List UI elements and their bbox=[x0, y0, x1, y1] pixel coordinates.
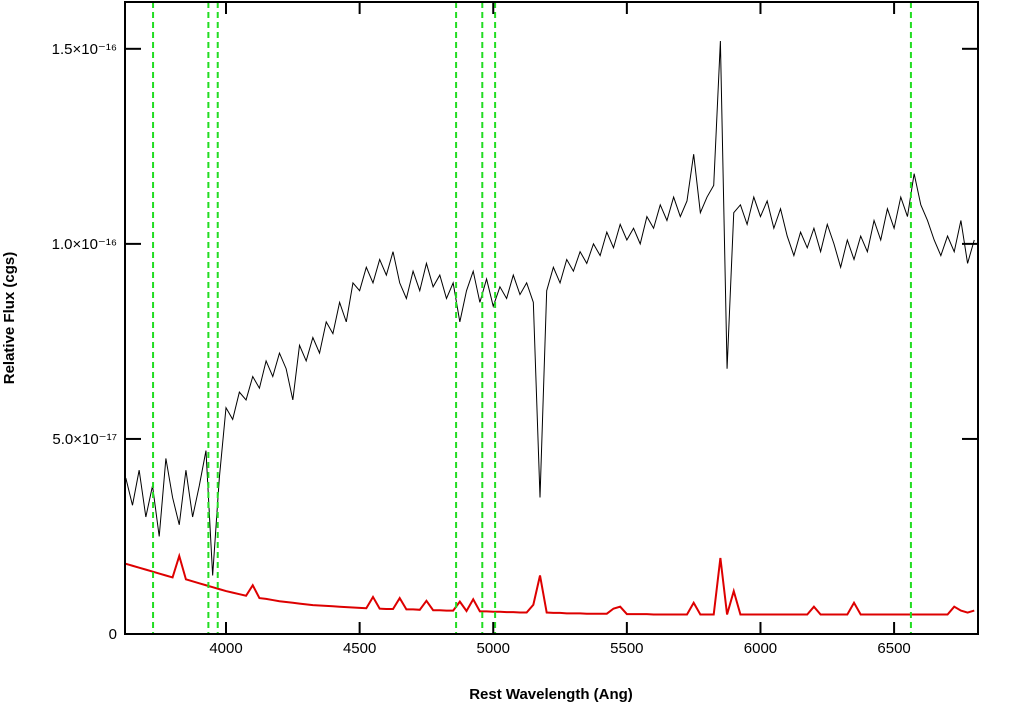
x-tick-label: 6000 bbox=[744, 640, 777, 657]
x-axis-title: Rest Wavelength (Ang) bbox=[469, 686, 633, 703]
x-tick-label: 5000 bbox=[477, 640, 510, 657]
y-tick-label: 1.5×10⁻¹⁶ bbox=[52, 41, 117, 58]
series-line bbox=[125, 40, 975, 576]
x-tick-label: 6500 bbox=[877, 640, 910, 657]
x-tick-label: 4000 bbox=[209, 640, 242, 657]
y-tick-label: 1.0×10⁻¹⁶ bbox=[52, 236, 117, 253]
series-line bbox=[125, 552, 975, 616]
y-axis-title: Relative Flux (cgs) bbox=[1, 252, 18, 385]
y-tick-label: 5.0×10⁻¹⁷ bbox=[52, 431, 117, 448]
plot-area bbox=[125, 2, 975, 634]
y-tick-label: 0 bbox=[109, 626, 117, 643]
x-tick-label: 5500 bbox=[610, 640, 643, 657]
axes-frame bbox=[124, 1, 979, 635]
x-tick-label: 4500 bbox=[343, 640, 376, 657]
